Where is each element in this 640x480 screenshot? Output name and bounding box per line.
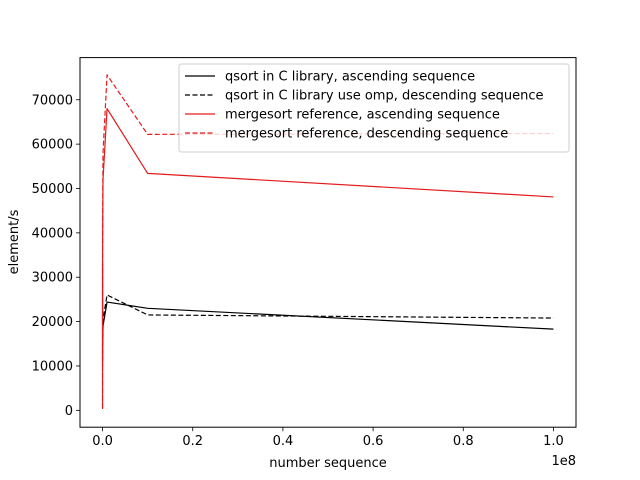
x-axis-ticks: 0.0 0.2 0.4 0.6 0.8 1.0 bbox=[92, 427, 564, 449]
y-tick-label: 0 bbox=[65, 404, 73, 419]
y-tick-label: 30000 bbox=[32, 271, 73, 286]
legend-box bbox=[178, 63, 570, 153]
y-tick-label: 60000 bbox=[32, 138, 73, 153]
legend-label-2: qsort in C library use omp, descending s… bbox=[225, 89, 544, 104]
y-tick-label: 10000 bbox=[32, 359, 73, 374]
y-tick-label: 70000 bbox=[32, 93, 73, 108]
x-tick-label: 0.8 bbox=[453, 434, 474, 449]
x-tick-label: 0.2 bbox=[182, 434, 203, 449]
y-tick-label: 50000 bbox=[32, 182, 73, 197]
legend-entries: qsort in C library, ascending sequence qs… bbox=[185, 70, 544, 142]
x-tick-label: 0.6 bbox=[363, 434, 384, 449]
series-line-3 bbox=[101, 108, 554, 410]
legend: qsort in C library, ascending sequence qs… bbox=[178, 63, 570, 153]
x-tick-label: 0.4 bbox=[273, 434, 294, 449]
y-tick-label: 20000 bbox=[32, 315, 73, 330]
x-axis-label: number sequence bbox=[269, 456, 387, 471]
y-tick-label: 40000 bbox=[32, 226, 73, 241]
series-line-2 bbox=[101, 294, 554, 367]
plot-frame bbox=[79, 57, 577, 428]
legend-label-4: mergesort reference, descending sequence bbox=[225, 127, 508, 142]
x-axis-offset-label: 1e8 bbox=[551, 454, 576, 469]
y-axis-ticks: 0 10000 20000 30000 40000 50000 60000 70000 bbox=[32, 93, 80, 419]
x-tick-label: 1.0 bbox=[543, 434, 564, 449]
plot-lines bbox=[101, 74, 554, 410]
series-line-1 bbox=[101, 263, 554, 360]
series-line-4 bbox=[101, 74, 554, 409]
x-tick-label: 0.0 bbox=[92, 434, 113, 449]
legend-label-3: mergesort reference, ascending sequence bbox=[225, 108, 500, 123]
y-axis-label: element/s bbox=[7, 209, 22, 274]
legend-label-1: qsort in C library, ascending sequence bbox=[225, 70, 475, 85]
